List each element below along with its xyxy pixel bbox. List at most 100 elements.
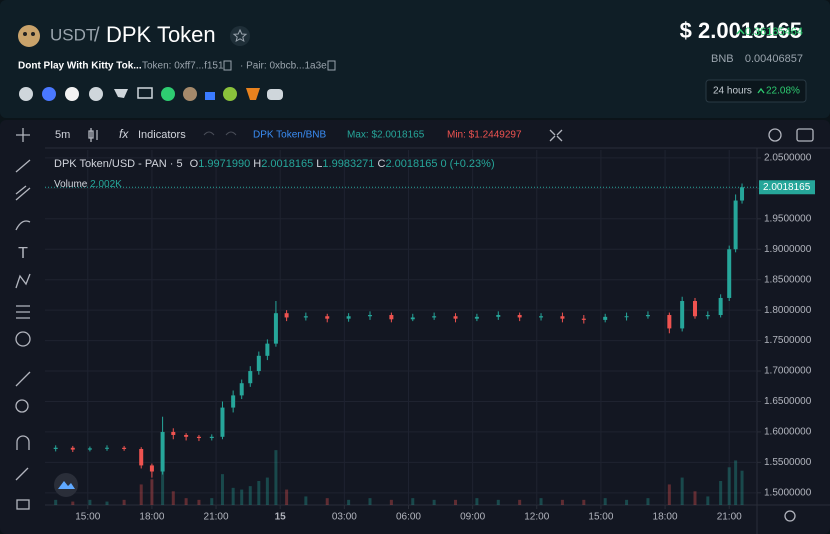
candle-body	[517, 315, 522, 318]
candle-body	[432, 316, 437, 318]
x-tick-label: 21:00	[717, 512, 742, 523]
y-tick-label: 1.9500000	[764, 213, 812, 224]
ohlc-legend: DPK Token/USD - PAN · 5 O1.9971990 H2.00…	[54, 158, 495, 170]
lock-tool[interactable]	[16, 499, 30, 510]
volume-bar	[240, 489, 244, 505]
volume-bar	[231, 487, 235, 505]
zoom-tool[interactable]	[15, 399, 29, 413]
twitter-icon[interactable]	[114, 89, 128, 98]
volume-bar	[727, 467, 731, 505]
volume-legend: Volume 2.002K	[54, 179, 122, 190]
copy-icon[interactable]	[327, 60, 336, 71]
audit-icon[interactable]	[223, 87, 237, 101]
candle-body	[727, 249, 732, 298]
volume-value: 2.002K	[90, 179, 122, 190]
prediction-tool[interactable]	[16, 305, 30, 319]
screenshot-button[interactable]	[796, 128, 814, 142]
metamask-icon[interactable]	[246, 88, 260, 100]
text-tool[interactable]: T	[18, 245, 28, 262]
fib-tool[interactable]	[15, 185, 31, 201]
l-key: L	[316, 158, 322, 170]
x-tick-label: 15:00	[75, 512, 100, 523]
up-arrow	[736, 28, 745, 35]
lock-icon[interactable]	[205, 92, 215, 100]
copy-icon[interactable]	[223, 60, 232, 71]
indicators-button[interactable]: Indicators	[138, 129, 186, 141]
undo-button[interactable]	[203, 131, 215, 136]
candle-body	[410, 317, 415, 320]
volume-bar	[734, 460, 738, 505]
tagline: Dont Play With Kitty Tok...	[18, 61, 142, 72]
price-change: 0.36185464	[745, 26, 803, 38]
cmc-icon[interactable]	[183, 87, 197, 101]
h-key: H	[253, 158, 261, 170]
volume-bar	[625, 499, 629, 505]
volume-bar	[539, 498, 543, 505]
volume-bar	[248, 486, 252, 505]
telegram-icon[interactable]	[89, 87, 103, 101]
website-icon[interactable]	[137, 87, 153, 99]
token-address[interactable]: Token: 0xff7...f151	[142, 61, 224, 72]
candle-body	[539, 316, 544, 318]
volume-bar	[171, 491, 175, 505]
share-icon[interactable]	[19, 87, 33, 101]
candle-body	[196, 436, 201, 439]
period-box[interactable]	[705, 79, 807, 103]
coingecko-icon[interactable]	[161, 87, 175, 101]
interval-button[interactable]: 5m	[55, 129, 70, 141]
candle-body	[367, 315, 372, 317]
bnb-price: 0.00406857	[745, 53, 803, 65]
social-icons	[19, 87, 283, 101]
volume-bar	[368, 498, 372, 505]
pair-address[interactable]: · Pair: 0xbcb...1a3e	[240, 61, 327, 72]
axis-settings[interactable]	[784, 510, 796, 522]
candle-body	[239, 383, 244, 396]
candle-body	[389, 315, 394, 320]
emoji-tool[interactable]	[15, 331, 31, 347]
candle-type-button[interactable]	[88, 128, 98, 142]
pair-toggle[interactable]: DPK Token/BNB	[253, 130, 327, 141]
volume-bar	[582, 499, 586, 505]
site-icon[interactable]	[42, 87, 56, 101]
volume-bar	[432, 499, 436, 505]
x-tick-label: 18:00	[653, 512, 678, 523]
c-value: 2.0018165	[385, 158, 437, 170]
candle-body	[346, 316, 351, 319]
candle-body	[105, 447, 110, 449]
pattern-tool[interactable]	[15, 273, 31, 289]
volume-bar	[105, 501, 109, 505]
magnet-tool[interactable]	[16, 435, 30, 450]
brush-tool[interactable]	[15, 220, 31, 231]
favorite-button[interactable]	[230, 26, 250, 46]
candle-body	[733, 200, 738, 250]
fullscreen-button[interactable]	[549, 129, 563, 142]
lock-drawing-tool[interactable]	[15, 467, 29, 481]
candle-body	[171, 431, 176, 435]
volume-key: Volume	[54, 179, 88, 190]
price-label-box	[759, 180, 815, 195]
chart-icon[interactable]	[65, 87, 79, 101]
settings-button[interactable]	[768, 128, 782, 142]
candle-body	[740, 187, 745, 201]
ruler-tool[interactable]	[15, 371, 31, 387]
quote-symbol: USDT	[50, 25, 96, 44]
x-tick-label: 06:00	[396, 512, 421, 523]
volume-bar	[150, 479, 154, 505]
c-key: C	[377, 158, 385, 170]
volume-bar	[719, 481, 723, 505]
candle-body	[496, 315, 501, 317]
candle-body	[718, 297, 723, 316]
candle-body	[680, 301, 685, 329]
trendline-tool[interactable]	[15, 159, 31, 173]
crosshair-tool[interactable]	[16, 128, 30, 142]
candle-body	[231, 395, 236, 408]
change-value: 0 (+0.23%)	[441, 158, 495, 170]
redo-button[interactable]	[225, 131, 237, 136]
x-tick-label: 12:00	[524, 512, 549, 523]
candle-body	[325, 316, 330, 319]
volume-bar	[54, 499, 58, 505]
star-icon	[232, 28, 248, 43]
discord-icon[interactable]	[267, 89, 283, 100]
o-value: 1.9971990	[198, 158, 250, 170]
